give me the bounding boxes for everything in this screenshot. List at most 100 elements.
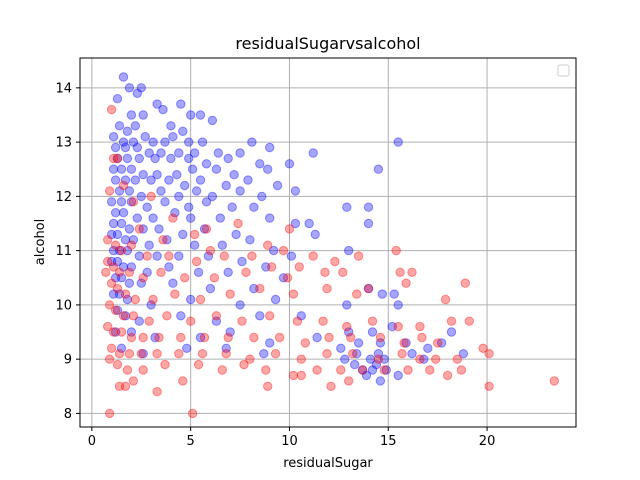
scatter-point [288,370,299,381]
scatter-point [201,224,212,234]
scatter-point [191,256,202,267]
scatter-point [235,300,245,310]
scatter-point [108,245,119,256]
scatter-point [122,245,133,256]
scatter-point [118,311,129,321]
scatter-point [104,186,115,196]
scatter-point [233,218,243,229]
x-tick-label: 20 [479,434,496,449]
scatter-point [158,104,168,115]
scatter-point [344,245,354,256]
scatter-point [187,164,198,174]
scatter-point [128,311,139,321]
scatter-point [138,349,148,359]
scatter-point [176,332,186,343]
scatter-point [310,229,320,240]
scatter-point [237,256,247,267]
scatter-point [241,267,251,277]
scatter-point [399,338,409,348]
scatter-point [130,294,141,305]
scatter-point [116,164,127,174]
scatter-point [272,180,283,191]
scatter-point [193,267,204,277]
scatter-point [176,311,186,321]
scatter-point [152,349,162,359]
scatter-point [160,197,170,207]
scatter-point [207,191,218,202]
scatter-point [106,256,117,267]
scatter-point [197,137,208,147]
scatter-point [261,365,271,375]
scatter-point [158,235,168,245]
scatter-point [110,305,121,315]
scatter-point [132,213,143,223]
scatter-point [176,99,186,109]
scatter-point [112,153,123,164]
scatter-point [223,332,233,343]
scatter-point [373,164,384,174]
scatter-point [350,359,360,370]
scatter-point [112,305,123,315]
scatter-point [134,251,145,261]
scatter-point [136,278,147,288]
scatter-point [458,349,469,359]
scatter-point [118,72,129,82]
scatter-point [288,289,299,299]
scatter-point [322,283,332,294]
scatter-point [290,186,301,196]
scatter-point [387,321,397,332]
scatter-point [132,88,143,99]
scatter-point [120,175,131,185]
scatter-point [265,311,275,321]
scatter-point [116,218,127,229]
scatter-point [344,376,354,386]
scatter-point [393,137,403,147]
scatter-point [227,202,237,212]
chart-title: residualSugarvsalcohol [235,34,420,53]
scatter-point [164,251,174,261]
scatter-point [407,267,417,277]
scatter-point [174,349,184,359]
scatter-point [106,229,117,240]
scatter-point [221,349,231,359]
scatter-point [245,354,255,364]
scatter-point [124,83,135,93]
y-axis-ticks: 8 9 10 11 12 13 14 [55,81,80,422]
scatter-point [174,251,184,261]
scatter-point [134,316,145,326]
scatter-point [191,186,202,196]
scatter-point [116,343,127,353]
scatter-point [225,327,235,337]
scatter-point [433,338,443,348]
scatter-point [130,175,141,185]
scatter-point [120,142,131,153]
scatter-point [108,164,119,174]
scatter-point [342,202,352,212]
scatter-point [219,251,230,261]
scatter-point [255,283,265,294]
scatter-point [423,343,433,353]
scatter-point [270,294,281,305]
scatter-point [116,327,127,337]
scatter-point [108,153,119,164]
scatter-point [207,115,218,126]
scatter-point [195,175,206,185]
scatter-point [415,321,425,332]
scatter-point [126,327,137,337]
scatter-point [296,354,306,364]
scatter-point [138,170,148,180]
scatter-point [221,343,231,353]
scatter-point [138,110,148,120]
scatter-point [342,321,352,332]
scatter-point [308,148,318,158]
scatter-point [265,338,275,348]
scatter-point [116,197,127,207]
scatter-point [436,338,447,348]
scatter-point [352,349,362,359]
scatter-point [126,240,137,250]
scatter-point [148,213,158,223]
scatter-point [373,349,384,359]
scatter-point [217,240,228,250]
scatter-point [146,175,156,185]
